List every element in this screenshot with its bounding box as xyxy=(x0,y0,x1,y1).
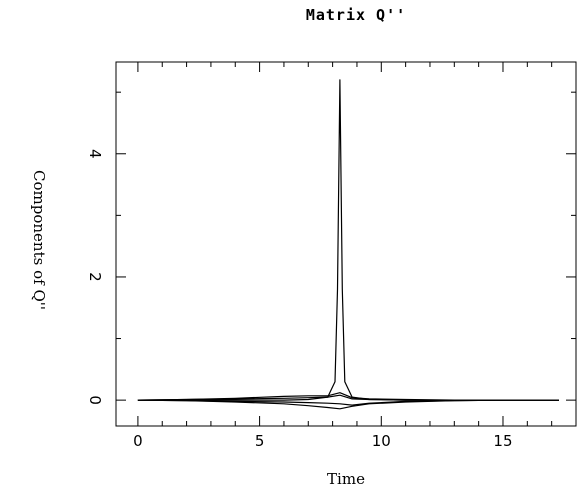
y-tick-label: 4 xyxy=(86,149,104,159)
y-axis-label: Components of Q'' xyxy=(30,170,48,310)
x-tick-label: 5 xyxy=(255,432,265,450)
plot-frame xyxy=(115,61,577,427)
axis-ticks xyxy=(116,62,576,426)
y-tick-label: 0 xyxy=(86,395,104,405)
y-tick-label: 2 xyxy=(86,272,104,282)
chart-title: Matrix Q'' xyxy=(306,6,406,24)
x-tick-label: 0 xyxy=(133,432,143,450)
axis-tick-labels: 0 5 10 15 0 2 4 xyxy=(86,149,513,450)
x-axis-label: Time xyxy=(327,470,365,487)
x-tick-label: 10 xyxy=(372,432,391,450)
x-tick-label: 15 xyxy=(493,432,512,450)
series-lines xyxy=(137,79,559,410)
series-line-5 xyxy=(137,399,559,410)
series-line-1 xyxy=(137,79,559,401)
